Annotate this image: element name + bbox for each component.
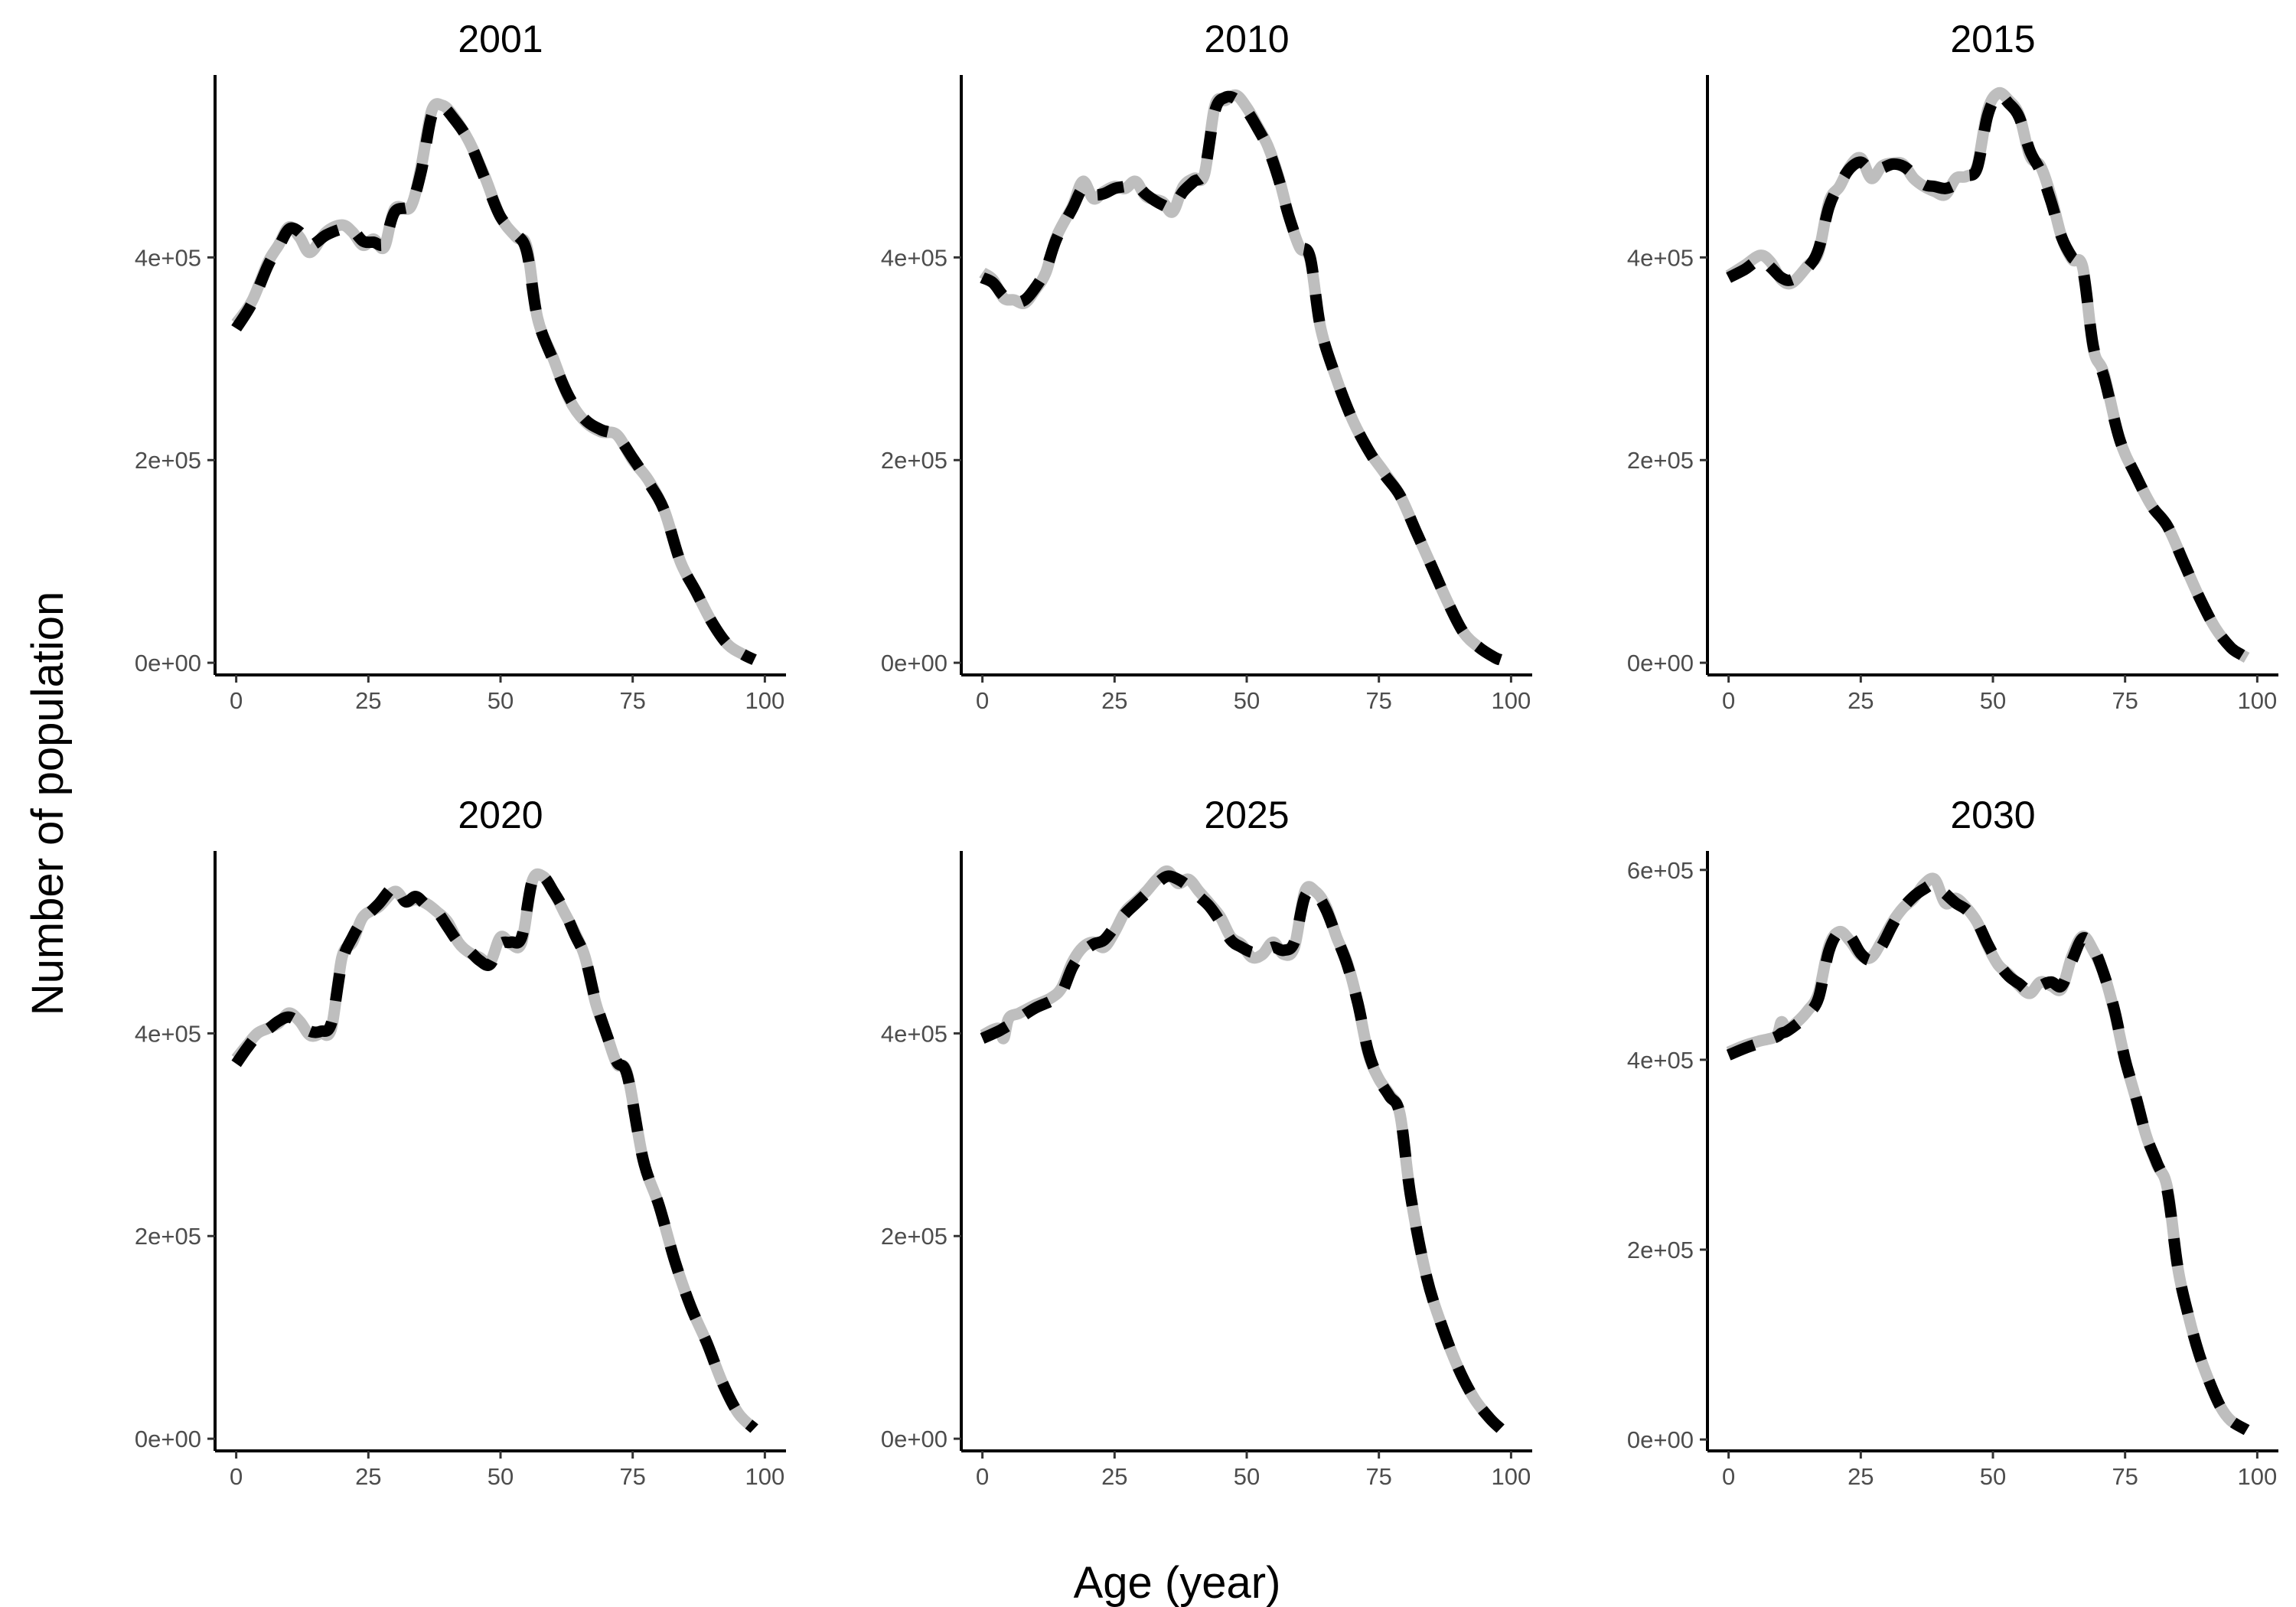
x-tick-label: 75: [2112, 687, 2138, 714]
panel-title: 2020: [458, 794, 543, 836]
y-tick-label: 2e+05: [881, 1223, 947, 1250]
x-tick-label: 50: [488, 687, 514, 714]
x-tick-label: 100: [2238, 1463, 2278, 1490]
panel-title: 2015: [1950, 18, 2035, 60]
series-observed-line: [979, 89, 1502, 666]
panel-title: 2010: [1204, 18, 1289, 60]
series-observed-line: [1726, 872, 2250, 1436]
y-tick-label: 0e+00: [881, 650, 947, 676]
x-tick-label: 25: [355, 1463, 381, 1490]
y-tick-label: 4e+05: [881, 244, 947, 271]
x-tick-label: 0: [1722, 687, 1735, 714]
panel-2020: 2020 0 25 50 75 100 0e+00 2e+05 4e+05: [135, 794, 786, 1490]
x-tick-label: 25: [355, 687, 381, 714]
y-tick-label: 6e+05: [1627, 857, 1694, 884]
panel-title: 2001: [458, 18, 543, 60]
series-observed-line: [231, 98, 757, 665]
x-tick-label: 50: [1980, 687, 2006, 714]
x-tick-label: 0: [230, 687, 243, 714]
x-tick-label: 100: [745, 687, 785, 714]
x-tick-label: 100: [745, 1463, 785, 1490]
y-tick-label: 2e+05: [881, 447, 947, 474]
x-tick-label: 75: [2112, 1463, 2138, 1490]
series-fitted-line: [231, 869, 758, 1433]
y-tick-label: 0e+00: [135, 1426, 201, 1452]
y-tick-label: 0e+00: [1627, 650, 1694, 676]
series-fitted-line: [231, 101, 757, 665]
y-tick-label: 0e+00: [1627, 1426, 1694, 1453]
series-fitted-line: [980, 870, 1505, 1433]
y-tick-label: 2e+05: [135, 447, 201, 474]
series-observed-line: [980, 865, 1505, 1433]
x-tick-label: 100: [1492, 1463, 1531, 1490]
y-tick-label: 0e+00: [881, 1426, 947, 1452]
panel-2010: 2010 0 25 50 75 100 0e+00 2e+05 4e+05: [881, 18, 1532, 714]
panel-title: 2030: [1950, 794, 2035, 836]
x-tick-label: 0: [976, 1463, 989, 1490]
series-fitted-line: [1726, 878, 2250, 1436]
y-tick-label: 2e+05: [135, 1223, 201, 1250]
x-tick-label: 0: [230, 1463, 243, 1490]
y-tick-label: 4e+05: [135, 244, 201, 271]
panel-2025: 2025 0 25 50 75 100 0e+00 2e+05 4e+05: [881, 794, 1532, 1490]
series-fitted-line: [1726, 89, 2250, 663]
y-tick-label: 4e+05: [1627, 1047, 1694, 1074]
panel-2001: 2001 0 25 50 75 100 0e+00 2e+05 4e+05: [135, 18, 786, 714]
series-observed-line: [231, 868, 758, 1433]
panel-2030: 2030 0 25 50 75 100 0e+00 2e+05 4e+05 6e+05: [1627, 794, 2278, 1490]
x-tick-label: 25: [1101, 687, 1127, 714]
x-tick-label: 50: [1234, 687, 1260, 714]
x-axis-title: Age (year): [1074, 1558, 1281, 1607]
x-tick-label: 50: [488, 1463, 514, 1490]
panel-2015: 2015 0 25 50 75 100 0e+00 2e+05 4e+05: [1627, 18, 2278, 714]
y-tick-label: 2e+05: [1627, 1237, 1694, 1263]
x-tick-label: 50: [1980, 1463, 2006, 1490]
x-tick-label: 100: [1492, 687, 1531, 714]
x-tick-label: 0: [1722, 1463, 1735, 1490]
x-tick-label: 50: [1234, 1463, 1260, 1490]
x-tick-label: 25: [1848, 687, 1874, 714]
series-observed-line: [1725, 86, 2250, 663]
x-tick-label: 0: [976, 687, 989, 714]
y-tick-label: 0e+00: [135, 650, 201, 676]
facet-panels: 2001 0 25 50 75 100 0e+00 2e+05 4e+05 2010 0 25 50 75…: [135, 18, 2278, 1490]
x-tick-label: 25: [1101, 1463, 1127, 1490]
x-tick-label: 75: [1365, 1463, 1391, 1490]
x-tick-label: 25: [1848, 1463, 1874, 1490]
y-axis-title: Number of population: [23, 592, 73, 1016]
y-tick-label: 4e+05: [135, 1020, 201, 1047]
panel-title: 2025: [1204, 794, 1289, 836]
y-tick-label: 4e+05: [1627, 244, 1694, 271]
y-tick-label: 2e+05: [1627, 447, 1694, 474]
x-tick-label: 75: [1365, 687, 1391, 714]
x-tick-label: 100: [2238, 687, 2278, 714]
x-tick-label: 75: [619, 687, 645, 714]
y-tick-label: 4e+05: [881, 1020, 947, 1047]
series-fitted-line: [980, 90, 1502, 666]
x-tick-label: 75: [619, 1463, 645, 1490]
